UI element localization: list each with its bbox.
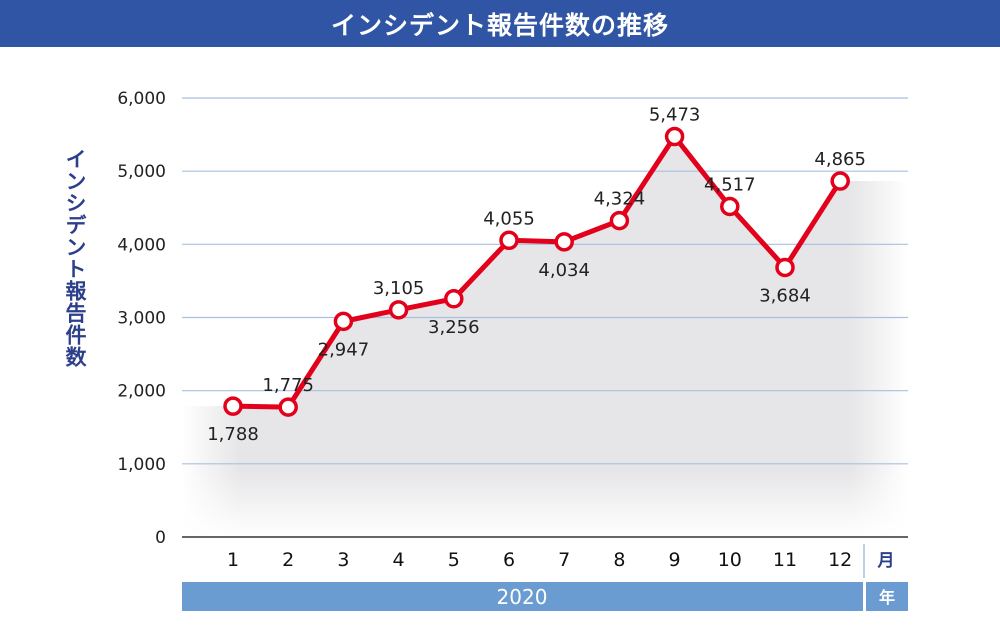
grid-lines [182,97,908,465]
year-unit-label: 年 [879,588,895,607]
y-tick-label: 2,000 [117,382,166,402]
y-tick-label: 0 [155,528,166,548]
data-point [499,230,519,251]
x-tick-label: 10 [718,549,742,571]
year-label: 2020 [497,585,548,609]
data-label: 3,256 [428,317,480,338]
year-unit-bar [866,582,908,611]
data-point [278,397,298,417]
data-point [720,196,740,217]
x-tick-label: 8 [613,549,625,571]
y-axis-label: インシデント報告件数 [63,148,87,368]
data-point [830,171,850,191]
data-label: 4,034 [538,260,590,281]
y-tick-label: 1,000 [117,455,166,475]
year-bar [182,582,863,611]
area-fade-vertical [182,93,908,537]
y-ticks: 0 1,000 2,000 3,000 4,000 5,000 6,000 [117,89,166,548]
data-point [444,289,464,309]
data-point [664,126,685,147]
data-label: 1,788 [207,424,259,445]
x-tick-label: 4 [393,549,405,571]
x-ticks: 1 2 3 4 5 6 7 8 9 10 11 12 月 [227,549,895,571]
x-tick-label: 9 [669,549,681,571]
x-tick-label: 6 [503,549,515,571]
data-label: 4,517 [704,175,756,196]
y-tick-label: 6,000 [117,89,166,109]
x-tick-label: 1 [227,549,239,571]
data-point [333,311,354,332]
area-shading [182,93,908,537]
data-point [388,300,409,320]
data-label: 2,947 [318,339,370,360]
x-unit-label: 月 [877,551,895,571]
data-label: 1,775 [262,375,314,396]
data-point [554,232,574,252]
data-point [775,257,795,278]
y-tick-label: 4,000 [117,235,166,255]
year-band: 2020 年 [182,582,908,611]
data-points [223,126,850,417]
axes [182,536,908,578]
x-tick-label: 2 [282,549,294,571]
data-label: 4,865 [814,149,866,170]
data-label: 4,324 [594,189,646,210]
chart-title: インシデント報告件数の推移 [0,0,1000,47]
data-label: 3,105 [373,278,425,299]
data-label: 4,055 [483,208,535,229]
data-label: 3,684 [759,285,811,306]
x-tick-label: 7 [558,549,570,571]
x-tick-label: 5 [448,549,460,571]
series-line [230,134,843,410]
y-tick-label: 3,000 [117,309,166,329]
x-tick-label: 12 [828,549,852,571]
x-tick-label: 3 [337,549,349,571]
data-point [223,396,243,416]
data-label: 5,473 [649,105,701,126]
data-point [609,210,630,231]
series-polyline [230,134,843,410]
y-tick-label: 5,000 [117,162,166,182]
x-tick-label: 11 [773,549,797,571]
